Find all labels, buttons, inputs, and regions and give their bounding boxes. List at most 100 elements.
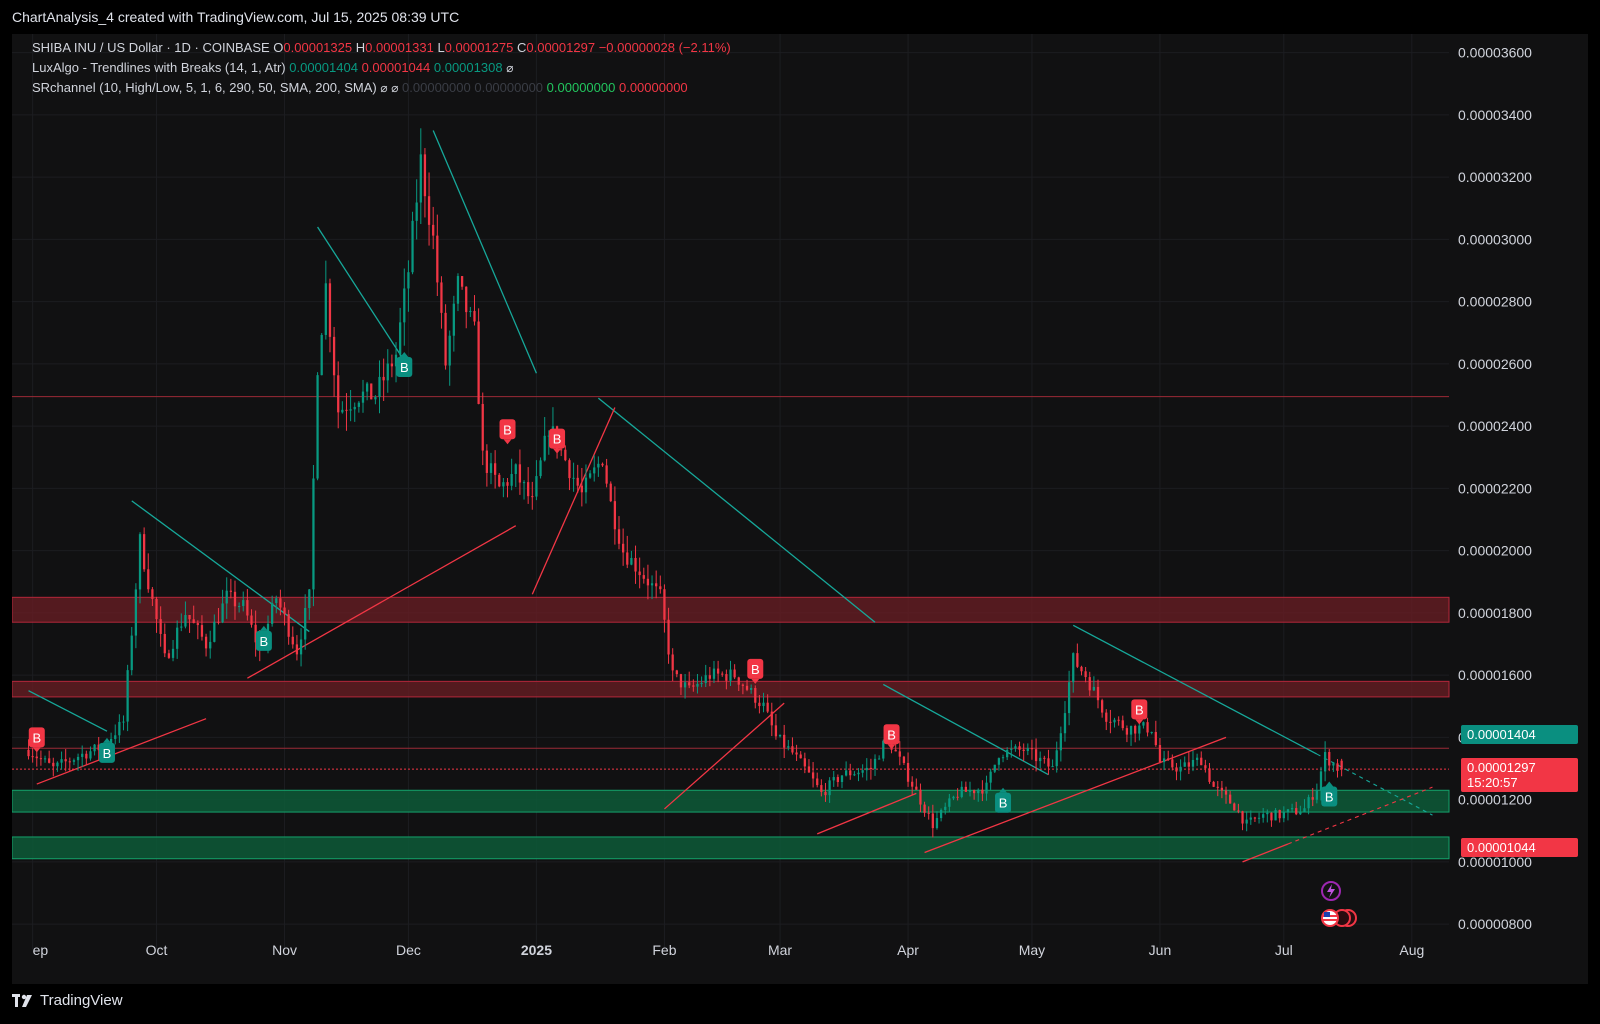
candle-body <box>328 283 332 337</box>
legend-open: 0.00001325 <box>283 40 353 55</box>
candle-body <box>357 402 360 407</box>
break-label-text: B <box>400 360 409 375</box>
candle-body <box>535 476 538 497</box>
candle-body <box>1200 757 1203 766</box>
candle-body <box>399 322 402 355</box>
candle-body <box>803 758 806 767</box>
candle-body <box>1274 810 1277 821</box>
candle-body <box>353 406 356 410</box>
candle-body <box>952 796 955 799</box>
candle-body <box>1290 808 1294 810</box>
break-label-text: B <box>1325 790 1334 805</box>
candle-body <box>1150 732 1153 734</box>
candle-body <box>1105 712 1108 722</box>
us-flag-events-icon[interactable] <box>1318 906 1358 930</box>
candle-body <box>361 391 365 403</box>
candle-body <box>1216 786 1219 788</box>
candle-body <box>1253 817 1257 819</box>
candle-body <box>1229 794 1232 804</box>
candle-body <box>81 753 84 757</box>
candle-body <box>1249 817 1252 820</box>
indicator-2-value-2: 0.00000000 <box>474 80 544 95</box>
candle-body <box>861 770 864 773</box>
x-tick-label: May <box>1019 942 1045 958</box>
candle-body <box>601 463 604 466</box>
candle-body <box>171 648 175 658</box>
legend-symbol[interactable]: SHIBA INU / US Dollar · 1D · COINBASE <box>32 40 270 55</box>
candle-body <box>646 578 650 586</box>
candle-body <box>1241 811 1244 824</box>
candle-body <box>935 818 939 829</box>
chart-area[interactable]: B B B B B B B B B B B 0.00000800 0.00001000 0.000012… <box>12 34 1588 984</box>
break-label-box <box>499 419 516 440</box>
y-tick-label: 0.00003000 <box>1458 231 1532 247</box>
candle-body <box>560 449 563 451</box>
candle-body <box>547 435 550 437</box>
candle-body <box>1059 733 1062 751</box>
x-tick-label: Mar <box>768 942 792 958</box>
x-tick-label: Oct <box>146 942 168 958</box>
candle-body <box>692 685 695 687</box>
break-label-pointer <box>503 439 512 445</box>
candle-body <box>237 606 241 608</box>
price-axis[interactable]: 0.000008000.000010000.000012000.00001400… <box>1458 45 1532 932</box>
candle-body <box>1109 721 1112 723</box>
candle-body <box>597 463 600 468</box>
candle-body <box>1051 766 1054 768</box>
candle-body <box>43 758 47 760</box>
candle-body <box>1154 732 1157 746</box>
candle-body <box>423 154 427 197</box>
y-tick-label: 0.00001800 <box>1458 605 1532 621</box>
candlestick-chart[interactable]: B B B B B B B B B B B 0.00000800 0.00001000 0.000012… <box>12 34 1588 984</box>
candle-body <box>332 336 336 376</box>
candle-body <box>1063 713 1067 734</box>
candle-body <box>878 758 881 760</box>
break-label-bear: B <box>883 724 900 750</box>
candle-body <box>1204 765 1207 769</box>
trendline-up <box>924 736 1227 854</box>
candle-body <box>1311 797 1314 800</box>
candle-body <box>683 682 687 688</box>
x-tick-label: Apr <box>897 942 919 958</box>
candle-body <box>1323 752 1327 772</box>
candle-body <box>944 806 947 810</box>
candle-body <box>1117 719 1120 721</box>
indicator-1-name[interactable]: LuxAlgo - Trendlines with Breaks (14, 1,… <box>32 60 286 75</box>
candle-body <box>919 789 922 805</box>
candle-body <box>770 711 773 726</box>
candle-body <box>1022 749 1025 752</box>
candle-body <box>506 482 509 486</box>
lightning-event-icon[interactable] <box>1320 880 1344 901</box>
candle-body <box>799 754 802 759</box>
candle-body <box>394 354 398 367</box>
candle-body <box>167 653 171 658</box>
candle-body <box>246 600 249 616</box>
tradingview-logo[interactable]: TradingView <box>12 992 123 1009</box>
candle-body <box>849 770 852 776</box>
candle-body <box>762 702 765 707</box>
candle-body <box>787 746 790 748</box>
candle-body <box>225 590 228 604</box>
y-tick-label: 0.00002000 <box>1458 543 1532 559</box>
candle-body <box>1088 677 1091 691</box>
break-label-pointer <box>887 744 896 750</box>
candle-body <box>1121 720 1124 729</box>
footer-bar <box>0 984 1600 1024</box>
candle-body <box>456 276 460 304</box>
indicator-2-value-3: 0.00000000 <box>546 80 616 95</box>
break-label-bull: B <box>1321 781 1338 807</box>
y-tick-label: 0.00002800 <box>1458 294 1532 310</box>
candle-body <box>737 677 740 685</box>
break-label-text: B <box>103 746 112 761</box>
indicator-2-name[interactable]: SRchannel (10, High/Low, 5, 1, 6, 290, 5… <box>32 80 377 95</box>
candle-body <box>427 196 431 225</box>
candle-body <box>312 478 315 590</box>
candle-body <box>832 777 835 781</box>
candle-body <box>1183 762 1186 767</box>
candle-body <box>209 641 212 649</box>
y-tick-label: 0.00003200 <box>1458 169 1532 185</box>
upper-trendline-price: 0.00001404 <box>1467 727 1536 742</box>
candle-body <box>675 670 678 675</box>
time-axis[interactable]: ep Oct Nov Dec 2025 Feb Mar Apr May Jun Jul Aug <box>33 942 1425 958</box>
candle-body <box>64 759 67 762</box>
